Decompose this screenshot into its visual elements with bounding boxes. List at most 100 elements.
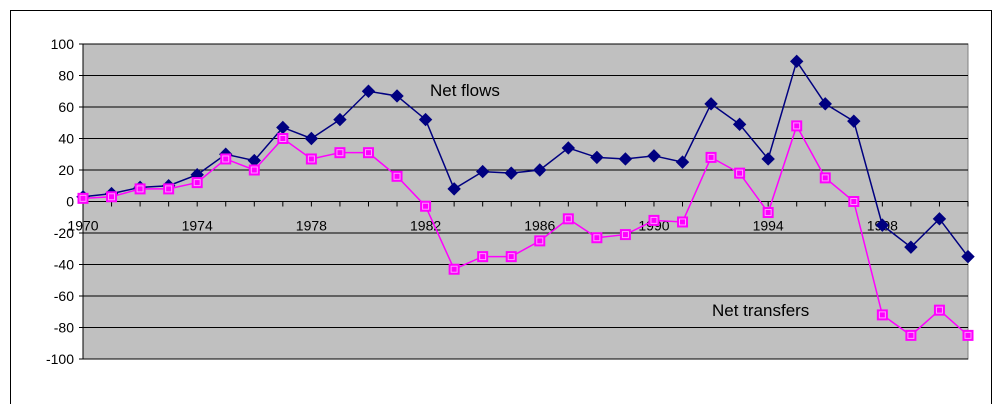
data-point bbox=[220, 153, 232, 165]
data-point-inner bbox=[821, 174, 829, 182]
y-tick-label: -20 bbox=[54, 225, 74, 241]
x-tick-label: 1994 bbox=[753, 218, 784, 234]
data-point-inner bbox=[364, 149, 372, 157]
data-point bbox=[677, 216, 689, 228]
data-point-inner bbox=[165, 185, 173, 193]
data-point bbox=[647, 149, 661, 163]
y-tick-label: -40 bbox=[54, 257, 74, 273]
data-point bbox=[732, 117, 747, 132]
data-point-inner bbox=[707, 153, 715, 161]
data-point bbox=[505, 251, 517, 263]
data-point bbox=[191, 177, 203, 189]
series-layer bbox=[76, 54, 975, 341]
data-point-inner bbox=[250, 166, 258, 174]
data-point bbox=[962, 329, 974, 341]
data-point bbox=[533, 163, 547, 177]
grid-lines bbox=[79, 43, 968, 360]
data-point-inner bbox=[850, 198, 858, 205]
data-point-inner bbox=[222, 155, 230, 163]
data-point bbox=[704, 97, 718, 111]
data-point-inner bbox=[764, 209, 772, 217]
y-tick-label: -100 bbox=[46, 351, 74, 367]
y-tick-label: 20 bbox=[58, 162, 74, 178]
data-point-inner bbox=[593, 234, 601, 242]
data-point bbox=[390, 89, 404, 103]
data-point-inner bbox=[536, 237, 544, 245]
data-point bbox=[361, 84, 376, 98]
y-tick-label: 0 bbox=[66, 194, 74, 210]
data-point bbox=[761, 152, 775, 166]
data-point-inner bbox=[393, 172, 401, 180]
data-point bbox=[904, 240, 918, 254]
data-point-inner bbox=[736, 169, 744, 177]
data-point-inner bbox=[564, 215, 572, 223]
data-point-inner bbox=[935, 306, 943, 314]
data-point bbox=[447, 182, 461, 196]
data-point bbox=[448, 263, 460, 275]
data-point bbox=[790, 54, 804, 69]
data-point-inner bbox=[679, 218, 687, 226]
data-point bbox=[905, 329, 917, 341]
data-point bbox=[391, 170, 403, 182]
x-tick-label: 1982 bbox=[410, 218, 441, 234]
data-point-inner bbox=[307, 155, 315, 163]
data-point bbox=[818, 97, 832, 111]
data-point-inner bbox=[450, 265, 458, 273]
data-point bbox=[277, 133, 289, 144]
data-point bbox=[961, 249, 975, 264]
series-net-transfers bbox=[77, 120, 974, 341]
data-point bbox=[418, 112, 433, 127]
data-point bbox=[619, 229, 631, 241]
data-point bbox=[477, 251, 489, 263]
data-point-inner bbox=[279, 135, 287, 142]
x-tick-label: 1974 bbox=[182, 218, 213, 234]
data-point bbox=[562, 213, 574, 225]
data-point-inner bbox=[479, 253, 487, 261]
x-tick-label: 1986 bbox=[524, 218, 555, 234]
data-point bbox=[134, 183, 146, 195]
data-point bbox=[932, 212, 947, 226]
data-point bbox=[875, 218, 890, 232]
data-point bbox=[591, 232, 603, 244]
data-point-inner bbox=[336, 149, 344, 157]
data-point-inner bbox=[621, 231, 629, 239]
data-point-inner bbox=[907, 331, 915, 339]
y-tick-label: -60 bbox=[54, 288, 74, 304]
data-point bbox=[163, 183, 175, 195]
data-point-inner bbox=[793, 122, 801, 130]
data-point bbox=[734, 167, 746, 179]
data-point bbox=[590, 150, 604, 165]
y-axis-tick-labels: 100 80 60 40 20 0 -20 -40 -60 -80 -100 bbox=[46, 36, 74, 367]
data-point bbox=[475, 164, 490, 179]
data-point bbox=[106, 191, 118, 203]
y-tick-label: 80 bbox=[58, 68, 74, 84]
data-point bbox=[248, 164, 260, 176]
data-point bbox=[876, 309, 888, 321]
data-point bbox=[77, 192, 89, 204]
y-tick-label: 60 bbox=[58, 99, 74, 115]
data-point bbox=[305, 153, 317, 165]
data-point bbox=[791, 120, 803, 132]
data-point bbox=[762, 207, 774, 219]
chart-frame bbox=[10, 10, 992, 404]
series-net-flows bbox=[76, 54, 975, 264]
data-point bbox=[705, 151, 717, 163]
annotation-net-flows: Net flows bbox=[430, 81, 500, 100]
data-point bbox=[819, 172, 831, 184]
data-point-inner bbox=[193, 179, 201, 187]
data-point-inner bbox=[507, 253, 515, 261]
data-point bbox=[618, 152, 633, 166]
data-point bbox=[561, 141, 576, 155]
data-point bbox=[848, 196, 860, 207]
y-tick-label: 100 bbox=[51, 36, 75, 52]
data-point bbox=[933, 304, 945, 316]
annotations: Net flows Net transfers bbox=[430, 81, 809, 320]
data-point bbox=[648, 214, 660, 226]
data-point bbox=[333, 112, 347, 127]
y-tick-label: -80 bbox=[54, 320, 74, 336]
y-tick-label: 40 bbox=[58, 131, 74, 147]
x-tick-label: 1970 bbox=[67, 218, 98, 234]
x-tick-label: 1978 bbox=[296, 218, 327, 234]
data-point bbox=[334, 147, 346, 159]
